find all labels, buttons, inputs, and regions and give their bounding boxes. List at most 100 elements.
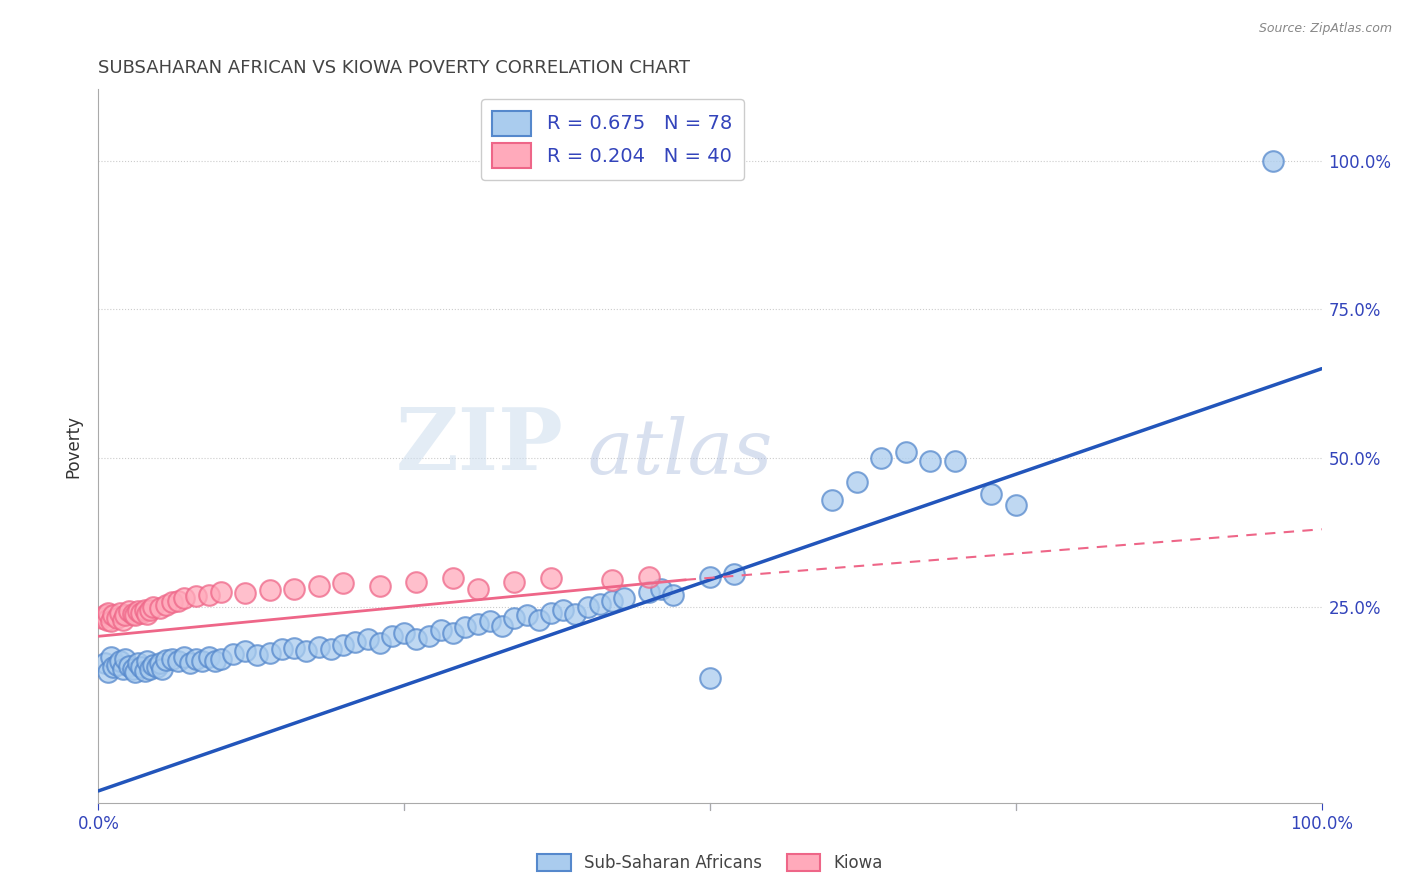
Point [270,642,294,657]
Point [149,600,172,615]
Point [1261,153,1284,168]
Point [121,607,143,621]
Point [111,613,134,627]
Legend: Sub-Saharan Africans, Kiowa: Sub-Saharan Africans, Kiowa [529,846,891,880]
Point [142,657,165,672]
Point [101,660,124,674]
Point [308,579,330,593]
Point [638,584,661,599]
Point [392,626,416,640]
Point [93,656,115,670]
Point [127,604,149,618]
Point [943,454,966,468]
Point [467,617,489,632]
Point [564,607,586,621]
Point [173,591,195,605]
Point [368,579,391,593]
Point [155,653,177,667]
Y-axis label: Poverty: Poverty [65,415,83,477]
Point [699,671,721,685]
Point [191,654,214,668]
Point [139,602,162,616]
Point [454,620,477,634]
Point [134,664,156,678]
Point [100,615,122,629]
Point [197,650,219,665]
Point [97,606,120,620]
Point [136,607,159,621]
Point [540,571,562,585]
Point [129,606,152,620]
Point [246,648,269,663]
Point [980,486,1002,500]
Point [97,665,120,679]
Point [150,662,173,676]
Point [381,629,404,643]
Point [259,646,281,660]
Point [91,611,114,625]
Point [127,656,149,670]
Point [124,608,146,623]
Point [613,591,636,605]
Point [114,608,136,623]
Point [111,662,134,676]
Point [283,641,305,656]
Text: Source: ZipAtlas.com: Source: ZipAtlas.com [1258,22,1392,36]
Point [259,582,281,597]
Point [96,613,118,627]
Point [845,475,868,489]
Point [167,654,190,668]
Point [105,611,128,625]
Point [209,584,232,599]
Point [121,662,143,676]
Point [93,608,115,623]
Point [441,571,464,585]
Point [920,454,942,468]
Point [344,635,367,649]
Point [186,589,208,603]
Point [467,582,489,596]
Point [160,652,183,666]
Point [319,642,342,657]
Point [114,652,136,666]
Point [600,573,623,587]
Point [100,650,122,665]
Point [179,656,201,670]
Point [821,492,844,507]
Point [139,662,162,676]
Point [441,626,464,640]
Point [405,632,427,647]
Point [110,606,132,620]
Point [662,588,685,602]
Point [197,588,219,602]
Point [503,574,526,589]
Point [1004,499,1026,513]
Text: SUBSAHARAN AFRICAN VS KIOWA POVERTY CORRELATION CHART: SUBSAHARAN AFRICAN VS KIOWA POVERTY CORR… [98,59,690,77]
Point [515,608,537,623]
Point [167,593,190,607]
Point [418,629,440,643]
Point [405,574,427,589]
Point [576,599,599,614]
Point [105,657,128,672]
Point [118,604,141,618]
Point [870,450,893,465]
Point [368,636,391,650]
Text: atlas: atlas [588,417,773,490]
Point [356,632,378,647]
Point [553,602,575,616]
Point [142,599,165,614]
Point [204,654,226,668]
Point [527,613,550,627]
Point [209,652,232,666]
Point [173,650,195,665]
Point [233,586,256,600]
Point [155,599,177,613]
Point [503,611,526,625]
Point [491,618,513,632]
Point [650,582,672,596]
Point [699,570,721,584]
Point [589,597,612,611]
Point [124,665,146,679]
Point [101,608,124,623]
